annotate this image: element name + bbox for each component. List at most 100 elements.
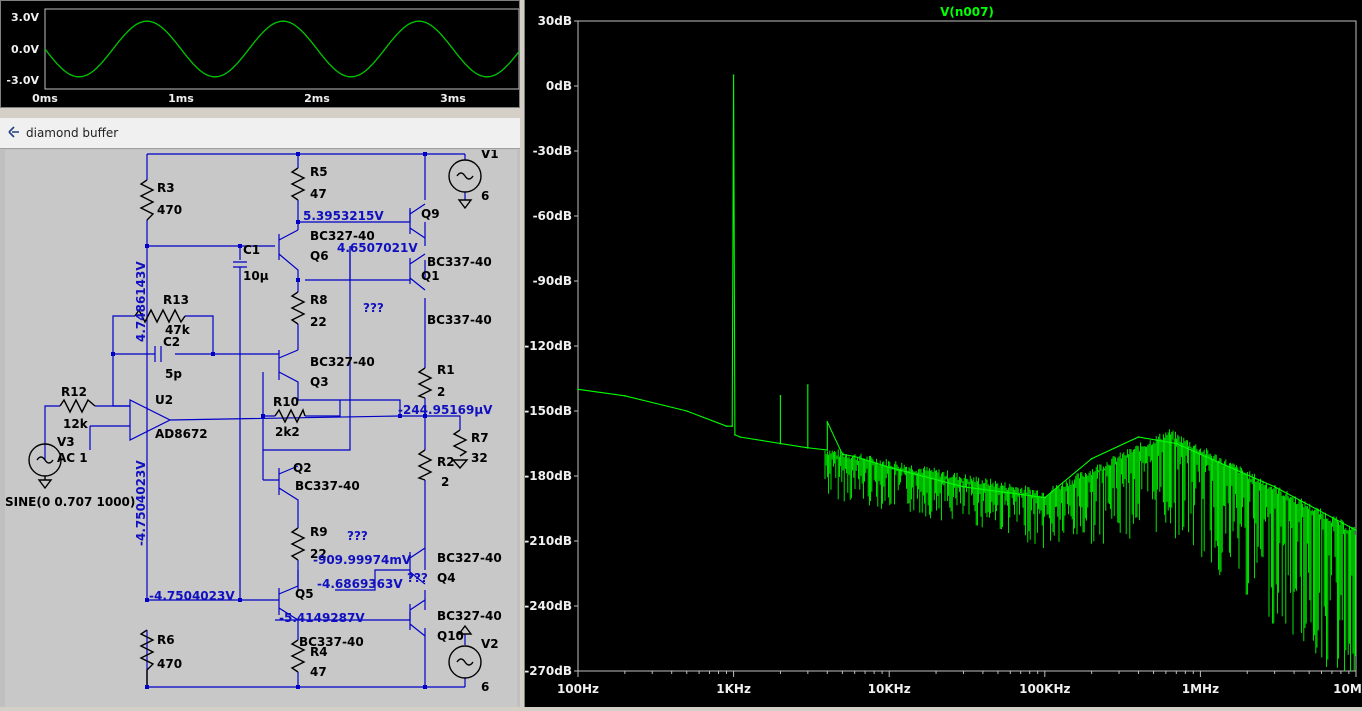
- fft-plot-frame: [577, 20, 1357, 672]
- schematic-sources: [28, 159, 482, 679]
- node-voltage: -4.7504023V: [149, 589, 235, 603]
- fft-data-point: [1175, 442, 1178, 445]
- fft-x-tick-label: 100Hz: [557, 682, 599, 696]
- q5-ref: Q5: [295, 587, 314, 601]
- r7-ref: R7: [471, 431, 489, 445]
- r9-ref: R9: [310, 525, 328, 539]
- q5-value: BC337-40: [299, 635, 364, 649]
- fft-data-point: [685, 410, 688, 412]
- q2-ref: Q2: [293, 461, 312, 475]
- node-voltage: -4.6869363V: [317, 577, 403, 591]
- v1-ref: V1: [481, 150, 499, 161]
- fft-x-axis: 100Hz 1KHz 10KHz 100KHz 1MHz 10MHz: [557, 671, 1362, 696]
- fft-x-tick-label: 1KHz: [716, 682, 751, 696]
- u2-ref: U2: [155, 393, 173, 407]
- fft-data-point: [888, 466, 890, 469]
- schematic-titlebar[interactable]: diamond buffer: [0, 118, 520, 149]
- v1-value: 6: [481, 189, 489, 203]
- fft-data-point: [731, 425, 734, 427]
- fft-y-tick-label: 30dB: [538, 14, 572, 28]
- q1-value-2: BC337-40: [427, 313, 492, 327]
- node-voltage: -4.7504023V: [134, 460, 148, 546]
- v3-source: SINE(0 0.707 1000): [5, 495, 135, 509]
- fft-series: [577, 74, 1357, 671]
- fft-y-tick-label: -90dB: [533, 274, 572, 288]
- unknown-marker: ???: [363, 301, 384, 315]
- fft-y-tick-label: -120dB: [525, 339, 572, 353]
- fft-data-point: [1355, 529, 1357, 531]
- r6-ref: R6: [157, 633, 175, 647]
- q6-value: BC327-40: [310, 229, 375, 243]
- schematic-canvas[interactable]: R3 470 R5 47 C1 10μ BC327-40 Q6 R13 47k …: [5, 147, 517, 707]
- fft-x-tick-label: 10KHz: [868, 682, 911, 696]
- fft-data-point: [779, 442, 782, 445]
- fft-data-point: [624, 395, 626, 397]
- waveform-x-tick: 2ms: [304, 92, 330, 105]
- fft-data-point: [734, 434, 736, 436]
- waveform-trace: [44, 20, 520, 78]
- c2-value: 5p: [165, 367, 182, 381]
- r13-ref: R13: [163, 293, 189, 307]
- fft-data-point: [962, 486, 965, 488]
- r10-ref: R10: [273, 395, 299, 409]
- schematic-window[interactable]: diamond buffer: [0, 118, 520, 707]
- r8-value: 22: [310, 315, 327, 329]
- waveform-y-tick: 3.0V: [11, 11, 39, 24]
- u2-value: AD8672: [155, 427, 208, 441]
- waveform-x-tick: 3ms: [440, 92, 466, 105]
- q2-value: BC337-40: [295, 479, 360, 493]
- r9-value: 22: [310, 547, 327, 561]
- fft-y-tick-label: -240dB: [525, 599, 572, 613]
- waveform-plot: 3.0V 0.0V -3.0V 0ms 1ms 2ms 3ms: [6, 8, 520, 105]
- fft-data-point: [739, 436, 741, 438]
- fft-data-point: [841, 453, 844, 456]
- fft-x-tick-label: 100KHz: [1019, 682, 1070, 696]
- r8-ref: R8: [310, 293, 328, 307]
- fft-data-point: [807, 447, 809, 449]
- fft-y-axis: 30dB 0dB -30dB -60dB -90dB -120dB -150dB -180dB…: [524, 14, 578, 678]
- fft-y-tick-label: 0dB: [546, 79, 572, 93]
- v3-ref: V3: [57, 435, 75, 449]
- q10-value: BC327-40: [437, 609, 502, 623]
- unknown-marker: ???: [347, 529, 368, 543]
- r5-value: 47: [310, 187, 327, 201]
- v3-value: AC 1: [57, 451, 88, 465]
- c1-ref: C1: [243, 243, 260, 257]
- waveform-pane[interactable]: 3.0V 0.0V -3.0V 0ms 1ms 2ms 3ms: [0, 0, 520, 108]
- fft-y-tick-label: -30dB: [533, 144, 572, 158]
- node-voltage: 4.7486143V: [134, 261, 148, 342]
- r6-value: 470: [157, 657, 182, 671]
- fft-data-point: [826, 421, 829, 423]
- q3-value: BC327-40: [310, 355, 375, 369]
- fft-trace-label: V(n007): [940, 5, 994, 19]
- fft-y-tick-label: -60dB: [533, 209, 572, 223]
- schematic-drawing: R3 470 R5 47 C1 10μ BC327-40 Q6 R13 47k …: [5, 147, 502, 694]
- waveform-x-tick: 0ms: [32, 92, 58, 105]
- q6-ref: Q6: [310, 249, 329, 263]
- fft-data-point: [807, 384, 809, 386]
- r4-ref: R4: [310, 645, 328, 659]
- schematic-window-title: diamond buffer: [26, 126, 119, 140]
- fft-data-point: [1137, 436, 1140, 438]
- r5-ref: R5: [310, 165, 328, 179]
- fft-data-point: [577, 388, 579, 391]
- q1-value: BC337-40: [427, 255, 492, 269]
- fft-plot-pane[interactable]: V(n007) 30dB 0dB -30dB -60dB -90dB -120dB -150…: [524, 0, 1362, 707]
- q1-ref: Q1: [421, 269, 440, 283]
- fft-y-tick-label: -210dB: [525, 534, 572, 548]
- q10-ref: Q10: [437, 629, 464, 643]
- node-voltage: -244.95169μV: [398, 403, 493, 417]
- r2-value: 2: [441, 475, 449, 489]
- fft-y-tick-label: -270dB: [525, 664, 572, 678]
- c1-value: 10μ: [243, 269, 269, 283]
- fft-data-point: [853, 455, 856, 458]
- fft-data-point: [1273, 486, 1276, 488]
- fft-data-point: [732, 74, 735, 76]
- fft-x-tick-label: 10MHz: [1333, 682, 1362, 696]
- c2-ref: C2: [163, 335, 180, 349]
- waveform-y-tick: -3.0V: [6, 74, 39, 87]
- fft-x-tick-label: 1MHz: [1182, 682, 1219, 696]
- v2-value: 6: [481, 680, 489, 694]
- waveform-x-tick: 1ms: [168, 92, 194, 105]
- r1-value: 2: [437, 385, 445, 399]
